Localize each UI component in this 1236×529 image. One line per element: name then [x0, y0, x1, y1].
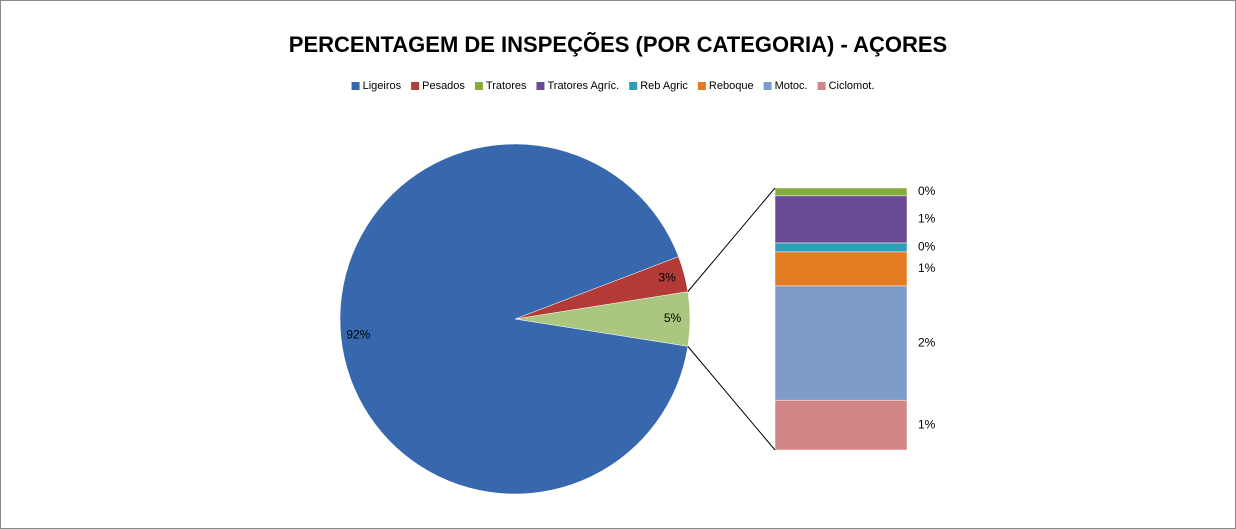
pie-label: 92%: [346, 327, 370, 341]
legend-label: Ligeiros: [363, 80, 402, 92]
bar-segment: [774, 285, 908, 401]
legend-swatch: [817, 82, 826, 90]
bar-label: 2%: [918, 335, 936, 349]
bar-segment: [774, 242, 908, 253]
bar-label: 1%: [918, 417, 936, 431]
legend-swatch: [763, 82, 772, 90]
legend-label: Reb Agric: [640, 80, 688, 92]
connector: [687, 346, 776, 451]
bar-label: 1%: [918, 261, 936, 275]
legend-swatch: [351, 82, 360, 90]
pie-slice: [339, 143, 689, 495]
legend-label: Ciclomot.: [829, 80, 875, 92]
legend-swatch: [536, 82, 545, 90]
pie-label: 3%: [659, 271, 677, 285]
legend-label: Tratores Agríc.: [547, 80, 619, 92]
chart-title: PERCENTAGEM DE INSPEÇÕES (POR CATEGORIA)…: [289, 32, 947, 57]
bar-label: 0%: [918, 184, 936, 198]
bar-segment: [774, 187, 908, 197]
legend-swatch: [629, 82, 638, 90]
legend-label: Motoc.: [775, 80, 808, 92]
legend-swatch: [697, 82, 706, 90]
bar-label: 1%: [918, 212, 936, 226]
pie-label: 5%: [664, 311, 682, 325]
legend-label: Reboque: [709, 80, 754, 92]
bar-segment: [774, 251, 908, 287]
legend-swatch: [411, 82, 420, 90]
connector: [687, 187, 776, 292]
bar-segment: [774, 399, 908, 451]
bar-segment: [774, 195, 908, 244]
legend-swatch: [474, 82, 483, 90]
legend-label: Pesados: [422, 80, 465, 92]
legend-label: Tratores: [486, 80, 527, 92]
bar-label: 0%: [918, 240, 936, 254]
